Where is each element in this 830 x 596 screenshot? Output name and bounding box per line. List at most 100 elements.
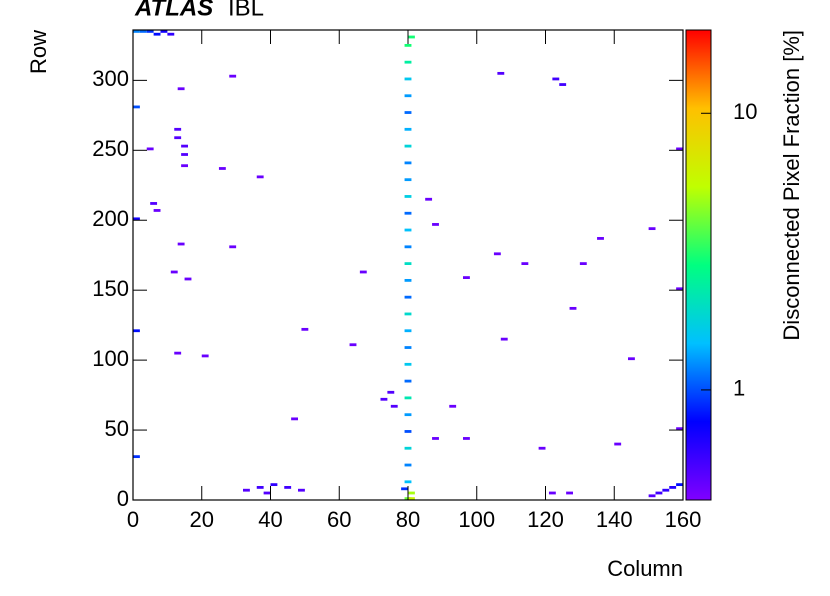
x-tick-label: 0 <box>127 507 139 532</box>
heatmap-cell <box>669 486 677 489</box>
heatmap-cell <box>614 442 622 446</box>
heatmap-cell <box>170 270 178 274</box>
y-axis-label: Row <box>26 30 51 74</box>
heatmap-cell <box>284 486 292 489</box>
heatmap-cell <box>153 32 161 36</box>
heatmap-cell <box>493 252 501 256</box>
heatmap-cell <box>184 277 192 281</box>
heatmap-cell <box>174 127 182 131</box>
heatmap-cell <box>181 153 188 156</box>
heatmap-cell <box>404 228 412 232</box>
heatmap-cell <box>263 491 271 495</box>
heatmap-cell <box>256 175 264 179</box>
colorbar <box>685 29 712 501</box>
heatmap-cell <box>425 197 433 201</box>
heatmap-cell <box>597 237 604 240</box>
heatmap-cell <box>146 30 154 33</box>
heatmap-cell <box>676 483 683 487</box>
heatmap-cell <box>566 491 573 495</box>
heatmap-cell <box>146 147 154 151</box>
heatmap-cell <box>662 488 670 492</box>
chart-subtitle: IBL <box>228 0 264 21</box>
heatmap-cell <box>404 245 412 249</box>
heatmap-cell <box>676 147 683 151</box>
heatmap-cell <box>218 167 226 170</box>
heatmap-cell <box>177 87 185 91</box>
heatmap-cell <box>552 77 560 81</box>
heatmap-cell <box>177 242 185 246</box>
heatmap-cell <box>404 295 412 299</box>
x-tick-label: 160 <box>665 507 702 532</box>
x-tick-label: 40 <box>258 507 282 532</box>
y-tick-label: 150 <box>92 276 129 301</box>
heatmap-cell <box>404 127 412 131</box>
x-tick-label: 120 <box>527 507 564 532</box>
heatmap-cell <box>648 494 656 498</box>
heatmap-cell <box>359 270 367 274</box>
y-tick-label: 250 <box>92 136 129 161</box>
heatmap-cell <box>160 30 168 33</box>
heatmap-cell <box>133 217 140 221</box>
heatmap-cell <box>500 337 508 341</box>
heatmap-cell <box>408 491 415 495</box>
heatmap-cell <box>579 262 587 265</box>
heatmap-cell <box>139 30 147 33</box>
heatmap-cell <box>387 390 395 394</box>
heatmap-cell <box>432 223 439 226</box>
y-tick-label: 200 <box>92 206 129 231</box>
heatmap-cell <box>676 287 683 291</box>
heatmap-cell <box>150 202 158 205</box>
heatmap-cell <box>181 144 188 148</box>
colorbar-tick-label: 1 <box>733 376 745 401</box>
x-axis-label: Column <box>607 556 683 581</box>
heatmap-cell <box>404 161 412 165</box>
heatmap-cell <box>201 354 209 358</box>
heatmap-cell <box>404 430 412 433</box>
colorbar-tick-label: 10 <box>733 99 757 124</box>
heatmap-cell <box>404 446 412 450</box>
heatmap-cell <box>181 164 188 168</box>
heatmap-cell <box>408 35 415 39</box>
heatmap-cell <box>463 276 470 279</box>
heatmap-cell <box>404 346 412 349</box>
heatmap-cell <box>229 74 237 78</box>
heatmap-cell <box>628 357 635 361</box>
heatmap-cell <box>404 77 412 81</box>
heatmap-cell <box>229 245 237 249</box>
heatmap-cell <box>298 488 305 492</box>
y-tick-label: 300 <box>92 66 129 91</box>
heatmap-cell <box>404 262 412 265</box>
heatmap-cell <box>401 487 408 491</box>
heatmap-cell <box>404 379 412 383</box>
y-tick-label: 100 <box>92 346 129 371</box>
heatmap-cell <box>133 105 140 109</box>
y-tick-label: 50 <box>105 416 129 441</box>
heatmap-cell <box>243 488 250 492</box>
heatmap-cell <box>404 178 412 182</box>
heatmap-cell <box>270 483 278 487</box>
heatmap-cell <box>404 60 412 64</box>
x-tick-label: 80 <box>396 507 420 532</box>
heatmap-cell <box>133 455 140 459</box>
heatmap-cell <box>497 71 505 75</box>
x-tick-label: 100 <box>458 507 495 532</box>
heatmap-cell <box>404 362 412 366</box>
heatmap-cell <box>133 329 140 333</box>
heatmap-cell <box>404 413 412 417</box>
heatmap-cell <box>408 497 415 500</box>
heatmap-cell <box>133 30 140 33</box>
heatmap-cell <box>521 262 529 265</box>
heatmap-cell <box>404 195 412 198</box>
heatmap-cell <box>404 463 412 467</box>
x-tick-label: 20 <box>190 507 214 532</box>
heatmap-cell <box>648 227 656 231</box>
heatmap-cell <box>404 211 412 215</box>
chart-title: ATLAS <box>134 0 213 21</box>
heatmap-cell <box>548 491 556 495</box>
heatmap-cell <box>676 427 683 431</box>
heatmap-cell <box>538 446 546 450</box>
heatmap-cell <box>349 343 357 347</box>
heatmap-cell <box>404 312 412 316</box>
heatmap-cell <box>174 351 182 355</box>
heatmap-cell <box>174 136 182 140</box>
